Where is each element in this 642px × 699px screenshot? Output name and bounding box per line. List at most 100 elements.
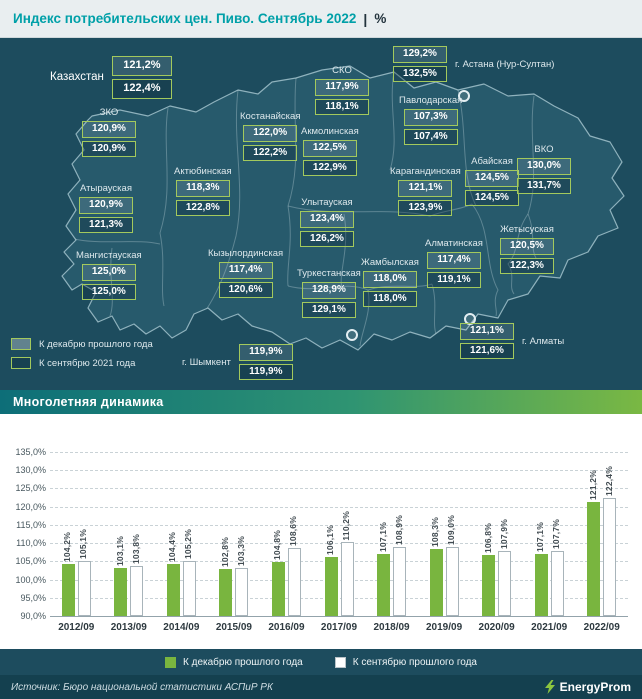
region-ulytau: Улытауская 123,4% 126,2%: [300, 197, 354, 247]
title-unit: %: [374, 11, 387, 26]
bar-value-label: 103,1%: [114, 536, 125, 567]
bar-value-label: 104,4%: [167, 531, 178, 562]
gridline: [50, 561, 628, 563]
region-label: Туркестанская: [297, 268, 361, 279]
x-axis-label: 2013/09: [110, 622, 147, 633]
title-separator: |: [363, 10, 368, 27]
x-axis-label: 2014/09: [163, 622, 200, 633]
bar-2018/09-september: [393, 547, 407, 616]
bar-2015/09-december: [219, 569, 233, 616]
bar-value-label: 107,9%: [498, 518, 509, 549]
region-values: 124,5% 124,5%: [465, 170, 519, 206]
region-values: 118,3% 122,8%: [175, 180, 230, 216]
chart-legend-item-december: К декабрю прошлого года: [165, 656, 303, 668]
value-to-december: 121,2%: [111, 56, 172, 76]
bar-2017/09-december: [324, 557, 338, 616]
bar-2021/09-december: [534, 553, 548, 616]
bar-2012/09-september: [77, 560, 91, 616]
x-axis-label: 2021/09: [531, 622, 568, 633]
bar-2017/09-september: [340, 542, 354, 616]
region-values: 107,3% 107,4%: [403, 109, 458, 145]
bar-value-label: 105,2%: [183, 528, 194, 559]
value-to-december: 124,5%: [465, 170, 519, 187]
value-to-september: 120,6%: [218, 281, 273, 298]
value-to-september: 129,1%: [301, 301, 356, 318]
legend-swatch-september: [11, 357, 31, 369]
gridline: [50, 488, 628, 490]
region-abay: Абайская 124,5% 124,5%: [465, 156, 519, 206]
energyprom-logo: EnergyProm: [544, 680, 631, 694]
value-to-september: 119,9%: [238, 363, 293, 380]
bar-2015/09-september: [235, 567, 249, 616]
page-title: Индекс потребительских цен. Пиво. Сентяб…: [13, 11, 357, 26]
region-values: 120,5% 122,3%: [500, 238, 554, 274]
region-label: г. Астана (Нур-Султан): [455, 58, 555, 70]
city-marker-astana: [458, 90, 470, 102]
region-values: 128,9% 129,1%: [301, 282, 356, 318]
header-bar: Индекс потребительских цен. Пиво. Сентяб…: [0, 0, 642, 38]
bar-2013/09-december: [114, 568, 128, 616]
multi-year-bar-chart: 135,0% 130,0% 125,0% 120,0% 115,0% 110,0% 105,…: [0, 414, 642, 649]
region-values: 123,4% 126,2%: [300, 211, 354, 247]
region-label: Кызылординская: [208, 248, 284, 259]
footer-bar: Источник: Бюро национальной статистики А…: [0, 675, 642, 699]
region-turkestan: Туркестанская 128,9% 129,1%: [297, 268, 361, 318]
y-axis-tick-label: 120,0%: [15, 501, 46, 512]
bar-value-label: 103,3%: [235, 535, 246, 566]
bar-2020/09-december: [482, 554, 496, 616]
value-to-september: 118,0%: [362, 290, 417, 307]
value-to-december: 125,0%: [81, 264, 136, 281]
kazakhstan-map-section: Казахстан 121,2% 122,4% 129,2% 132,5% г. Аста…: [0, 38, 642, 390]
value-to-december: 117,9%: [315, 79, 369, 96]
bar-2020/09-september: [498, 550, 512, 616]
bar-value-label: 108,6%: [288, 516, 299, 547]
value-to-december: 121,1%: [398, 180, 453, 197]
value-to-december: 122,0%: [243, 125, 298, 142]
map-legend-item-september: К сентябрю 2021 года: [11, 357, 153, 369]
x-axis-label: 2020/09: [478, 622, 515, 633]
region-pavlodar: Павлодарская 107,3% 107,4%: [399, 95, 462, 145]
bar-value-label: 102,8%: [219, 537, 230, 568]
value-to-september: 131,7%: [517, 177, 571, 194]
region-label: г. Шымкент: [182, 356, 231, 368]
value-to-september: 132,5%: [393, 65, 447, 82]
bar-value-label: 107,1%: [535, 521, 546, 552]
region-values: 125,0% 125,0%: [81, 264, 136, 300]
city-marker-shymkent: [346, 329, 358, 341]
x-axis-label: 2016/09: [268, 622, 305, 633]
gridline: [50, 524, 628, 526]
value-to-september: 126,2%: [300, 230, 354, 247]
region-zhambyl: Жамбылская 118,0% 118,0%: [361, 257, 419, 307]
region-values: 121,1% 123,9%: [398, 180, 453, 216]
region-label: ЗКО: [99, 107, 119, 118]
bar-2012/09-december: [61, 564, 75, 616]
region-values: 120,9% 121,3%: [79, 197, 133, 233]
bar-value-label: 108,3%: [430, 517, 441, 548]
region-label: Улытауская: [301, 197, 353, 208]
value-to-september: 118,1%: [315, 98, 369, 115]
value-to-september: 122,2%: [243, 144, 298, 161]
legend-label-september: К сентябрю 2021 года: [39, 357, 136, 369]
region-values: 118,0% 118,0%: [362, 271, 417, 307]
y-axis-tick-label: 115,0%: [16, 519, 46, 530]
value-to-december: 119,9%: [238, 344, 293, 361]
bar-2019/09-december: [429, 549, 443, 616]
value-to-december: 122,5%: [302, 140, 357, 157]
value-to-december: 117,4%: [218, 262, 273, 279]
bar-2016/09-september: [287, 548, 301, 616]
region-label: Костанайская: [240, 111, 301, 122]
bar-2021/09-september: [550, 551, 564, 616]
bar-value-label: 108,9%: [393, 515, 404, 546]
value-to-september: 121,3%: [79, 216, 133, 233]
value-to-december: 128,9%: [301, 282, 356, 299]
bar-2022/09-september: [603, 497, 617, 616]
x-axis-label: 2022/09: [583, 622, 620, 633]
y-axis-tick-label: 90,0%: [20, 611, 46, 621]
chart-legend-swatch-green: [165, 656, 176, 668]
value-to-december: 118,0%: [362, 271, 417, 288]
region-values: 117,4% 119,1%: [426, 252, 481, 288]
bar-value-label: 106,8%: [482, 522, 493, 553]
region-kyzylorda: Кызылординская 117,4% 120,6%: [208, 248, 283, 298]
map-legend-item-december: К декабрю прошлого года: [11, 338, 153, 350]
region-values: 130,0% 131,7%: [517, 158, 571, 194]
